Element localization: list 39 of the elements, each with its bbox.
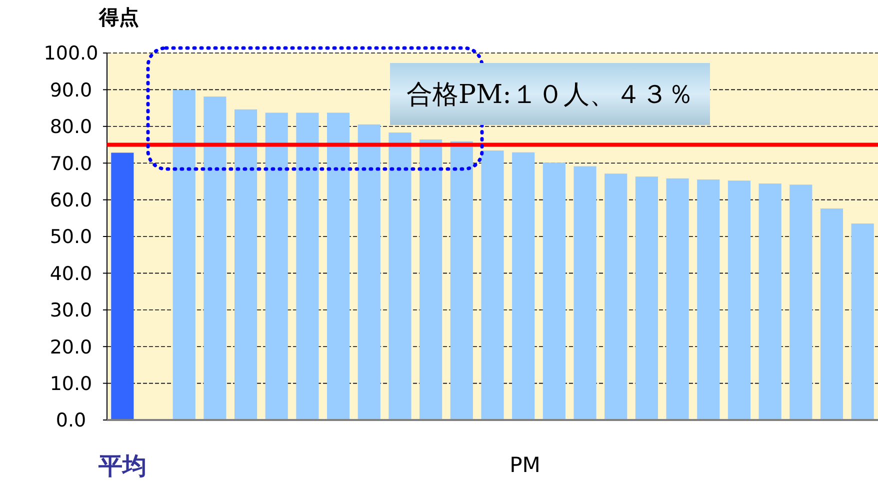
y-tick-label: 40.0 xyxy=(50,262,92,285)
y-tick-label: 50.0 xyxy=(50,226,92,248)
y-tick-label: 0.0 xyxy=(56,410,86,432)
bar xyxy=(728,180,751,420)
bar xyxy=(481,150,504,420)
bar xyxy=(851,224,874,420)
x-axis-title: PM xyxy=(510,453,540,477)
y-tick-label: 70.0 xyxy=(50,152,92,175)
y-tick-label: 80.0 xyxy=(50,116,92,138)
bar xyxy=(666,178,689,420)
bar xyxy=(265,112,288,420)
bar xyxy=(820,208,844,420)
y-tick-label: 100.0 xyxy=(44,42,98,65)
y-tick-label: 90.0 xyxy=(50,79,92,102)
bar xyxy=(697,179,720,420)
y-tick-label: 20.0 xyxy=(50,336,92,358)
bar xyxy=(790,184,812,420)
y-tick-label: 10.0 xyxy=(50,372,92,395)
bar xyxy=(635,176,658,420)
y-tick-label: 30.0 xyxy=(50,300,92,322)
bar xyxy=(327,112,350,420)
bar xyxy=(296,112,319,420)
bar xyxy=(450,141,473,420)
y-axis-title: 得点 xyxy=(98,5,139,29)
bar xyxy=(111,152,134,420)
x-tick-label: 平均 xyxy=(97,452,146,480)
bar xyxy=(204,96,226,420)
bar xyxy=(172,90,196,420)
bar xyxy=(604,174,628,420)
bar xyxy=(574,166,596,420)
bar xyxy=(420,139,442,420)
bar xyxy=(234,109,258,420)
bar xyxy=(512,152,535,420)
annotation: 合格PM:１０人、４３％ xyxy=(406,80,694,110)
bar xyxy=(758,184,782,420)
bar xyxy=(388,132,412,420)
bar xyxy=(542,162,566,420)
y-tick-label: 60.0 xyxy=(50,189,92,212)
bar xyxy=(358,124,380,420)
